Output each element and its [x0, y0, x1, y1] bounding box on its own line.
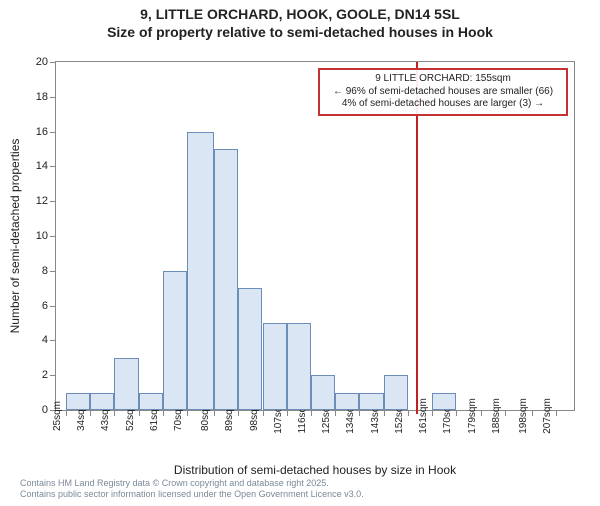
x-tick: [66, 410, 67, 416]
histogram-bar: [114, 358, 138, 410]
x-tick-label: 207sqm: [542, 398, 553, 434]
y-tick-label: 10: [36, 230, 48, 242]
chart-title: 9, LITTLE ORCHARD, HOOK, GOOLE, DN14 5SL…: [0, 6, 600, 41]
y-tick: [50, 97, 56, 98]
footer-line-1: Contains HM Land Registry data © Crown c…: [20, 478, 329, 488]
x-tick: [114, 410, 115, 416]
y-tick-label: 12: [36, 195, 48, 207]
x-tick: [481, 410, 482, 416]
y-tick-label: 2: [42, 369, 48, 381]
x-tick: [139, 410, 140, 416]
y-tick-label: 20: [36, 56, 48, 68]
y-tick-label: 8: [42, 265, 48, 277]
x-tick: [238, 410, 239, 416]
histogram-bar: [287, 323, 311, 410]
y-tick: [50, 201, 56, 202]
x-tick: [432, 410, 433, 416]
annot-line-3: 4% of semi-detached houses are larger (3…: [342, 98, 544, 109]
histogram-bar: [263, 323, 287, 410]
x-tick: [187, 410, 188, 416]
title-line-1: 9, LITTLE ORCHARD, HOOK, GOOLE, DN14 5SL: [140, 6, 460, 22]
x-tick-label: 179sqm: [467, 398, 478, 434]
x-tick: [311, 410, 312, 416]
histogram-bar: [384, 375, 408, 410]
y-tick: [50, 132, 56, 133]
x-tick: [505, 410, 506, 416]
x-tick-label: 188sqm: [491, 398, 502, 434]
y-tick-label: 16: [36, 126, 48, 138]
x-tick: [163, 410, 164, 416]
y-tick: [50, 271, 56, 272]
x-tick: [384, 410, 385, 416]
y-tick-label: 4: [42, 334, 48, 346]
x-tick: [335, 410, 336, 416]
histogram-bar: [238, 288, 262, 410]
x-axis-label: Distribution of semi-detached houses by …: [174, 463, 456, 477]
x-tick: [90, 410, 91, 416]
x-tick: [359, 410, 360, 416]
annot-line-1: 9 LITTLE ORCHARD: 155sqm: [375, 73, 511, 84]
y-tick: [50, 166, 56, 167]
x-tick: [263, 410, 264, 416]
x-tick: [287, 410, 288, 416]
plot-area: Number of semi-detached properties Distr…: [55, 61, 575, 411]
y-tick: [50, 375, 56, 376]
histogram-bar: [90, 393, 114, 410]
y-axis-label: Number of semi-detached properties: [8, 139, 22, 334]
y-tick-label: 6: [42, 300, 48, 312]
title-line-2: Size of property relative to semi-detach…: [107, 24, 493, 40]
y-tick-label: 18: [36, 91, 48, 103]
histogram-plot: 0246810121416182025sqm34sqm43sqm52sqm61s…: [55, 61, 575, 411]
y-tick-label: 14: [36, 160, 48, 172]
histogram-bar: [163, 271, 187, 410]
histogram-bar: [359, 393, 383, 410]
x-tick-label: 25sqm: [52, 401, 63, 431]
annot-line-2: ← 96% of semi-detached houses are smalle…: [333, 86, 553, 97]
histogram-bar: [187, 132, 214, 410]
x-tick: [556, 410, 557, 416]
histogram-bar: [139, 393, 163, 410]
histogram-bar: [432, 393, 456, 410]
x-tick-label: 198sqm: [518, 398, 529, 434]
y-tick: [50, 62, 56, 63]
y-tick: [50, 340, 56, 341]
attribution-footer: Contains HM Land Registry data © Crown c…: [20, 478, 364, 501]
footer-line-2: Contains public sector information licen…: [20, 489, 364, 499]
histogram-bar: [214, 149, 238, 410]
y-tick-label: 0: [42, 404, 48, 416]
x-tick-label: 161sqm: [418, 398, 429, 434]
x-tick: [408, 410, 409, 416]
x-tick: [456, 410, 457, 416]
histogram-bar: [66, 393, 90, 410]
y-tick: [50, 236, 56, 237]
y-tick: [50, 306, 56, 307]
histogram-bar: [335, 393, 359, 410]
histogram-bar: [311, 375, 335, 410]
x-tick: [532, 410, 533, 416]
x-tick: [214, 410, 215, 416]
annotation-box: 9 LITTLE ORCHARD: 155sqm ← 96% of semi-de…: [318, 68, 568, 116]
